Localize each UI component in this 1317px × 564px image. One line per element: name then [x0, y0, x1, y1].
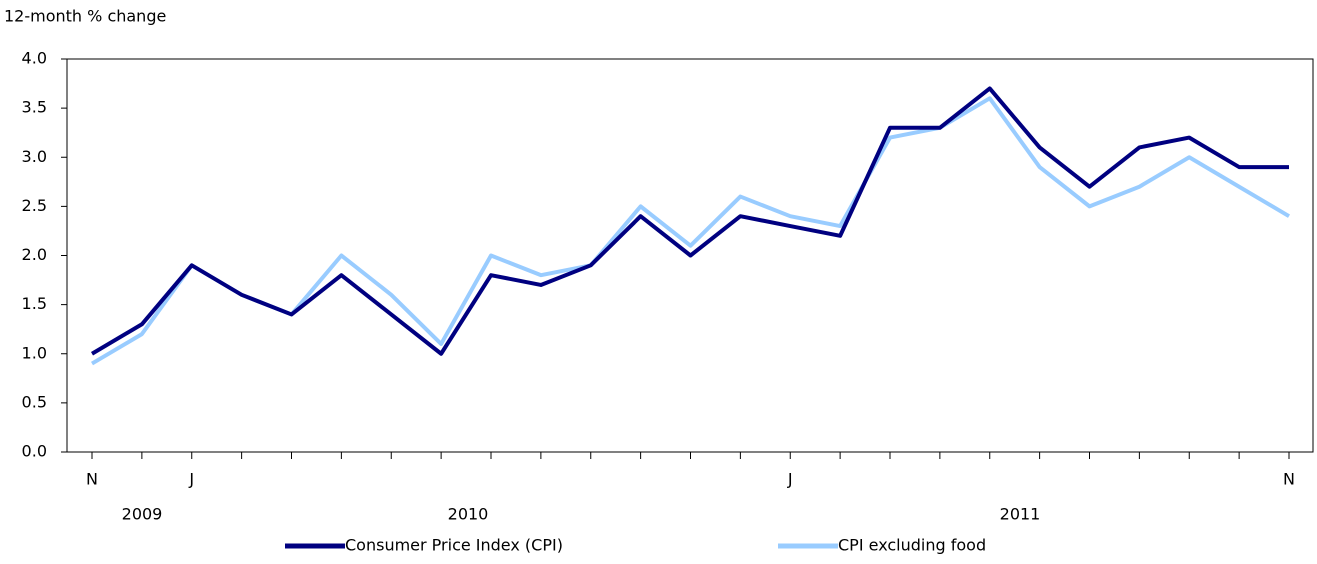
- x-tick-label: J: [787, 470, 793, 489]
- line: [90, 86, 1289, 356]
- line: [90, 96, 1291, 366]
- y-tick-label: 1.5: [22, 294, 47, 313]
- x-tick-label: N: [86, 470, 98, 489]
- x-tick-label: N: [1283, 470, 1295, 489]
- y-tick-label: 1.0: [22, 343, 47, 362]
- year-label: 2011: [1000, 505, 1041, 524]
- y-tick-label: 0.5: [22, 392, 47, 411]
- y-tick-label: 3.5: [22, 98, 47, 117]
- y-tick-label: 0.0: [22, 442, 47, 461]
- y-tick-label: 2.0: [22, 245, 47, 264]
- y-axis-label: 12-month % change: [4, 7, 166, 26]
- y-tick-label: 2.5: [22, 196, 47, 215]
- y-tick-label: 3.0: [22, 147, 47, 166]
- legend-label: Consumer Price Index (CPI): [345, 536, 563, 555]
- x-tick-label: J: [188, 470, 194, 489]
- y-tick-label: 4.0: [22, 49, 47, 68]
- year-label: 2009: [122, 505, 163, 524]
- year-label: 2010: [448, 505, 489, 524]
- legend-label: CPI excluding food: [838, 536, 986, 555]
